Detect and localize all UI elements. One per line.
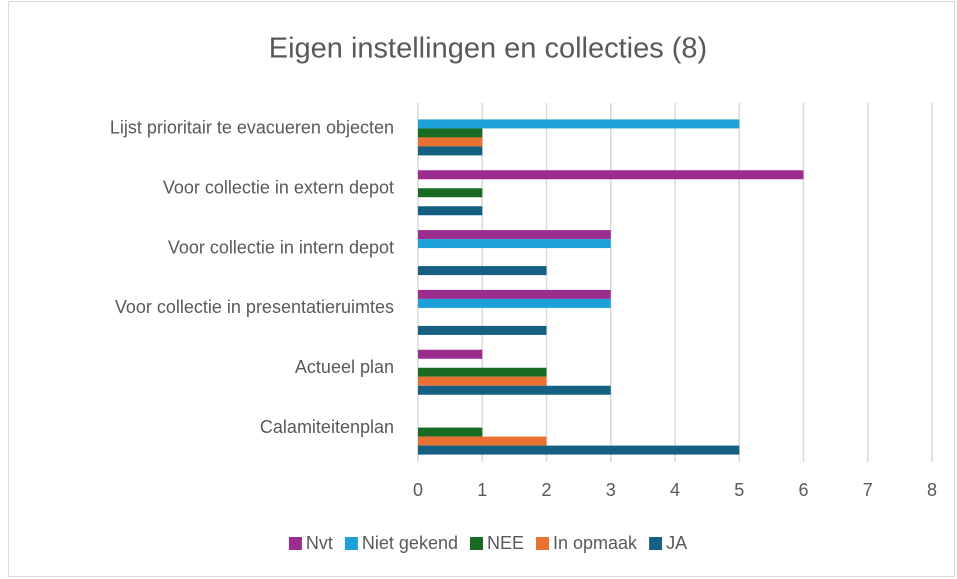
- bar: [418, 427, 483, 437]
- y-tick-label: Calamiteitenplan: [260, 417, 394, 437]
- bar: [418, 128, 483, 138]
- bar: [418, 376, 547, 386]
- legend-swatch: [536, 537, 550, 550]
- x-tick-label: 6: [798, 480, 808, 500]
- chart-title: Eigen instellingen en collecties (8): [269, 33, 707, 65]
- x-tick-label: 3: [606, 480, 616, 500]
- legend-label: Nvt: [306, 533, 333, 553]
- bar: [418, 436, 547, 446]
- x-tick-label: 1: [477, 480, 487, 500]
- bar: [418, 206, 483, 216]
- y-tick-label: Actueel plan: [295, 357, 394, 377]
- bar: [418, 385, 611, 395]
- bar: [418, 367, 547, 377]
- legend-swatch: [344, 537, 358, 550]
- y-tick-label: Lijst prioritair te evacueren objecten: [110, 118, 394, 138]
- bar: [418, 266, 547, 276]
- bar: [418, 298, 611, 308]
- bar: [418, 289, 611, 299]
- bar: [418, 188, 483, 198]
- legend-label: NEE: [487, 533, 524, 553]
- legend-swatch: [469, 537, 483, 550]
- legend-label: JA: [666, 533, 687, 553]
- x-tick-label: 4: [670, 480, 680, 500]
- bar: [418, 445, 740, 455]
- x-tick-label: 5: [734, 480, 744, 500]
- bar: [418, 239, 611, 249]
- legend-swatch: [288, 537, 302, 550]
- x-tick-label: 8: [927, 480, 937, 500]
- x-tick-label: 2: [541, 480, 551, 500]
- bar: [418, 119, 740, 129]
- legend-label: Niet gekend: [362, 533, 458, 553]
- legend-label: In opmaak: [553, 533, 638, 553]
- y-tick-label: Voor collectie in presentatieruimtes: [115, 297, 394, 317]
- bar: [418, 137, 483, 147]
- bar: [418, 170, 804, 180]
- y-tick-label: Voor collectie in extern depot: [163, 178, 394, 198]
- bar: [418, 325, 547, 335]
- x-tick-label: 0: [413, 480, 423, 500]
- bar: [418, 349, 483, 359]
- x-tick-label: 7: [863, 480, 873, 500]
- y-tick-label: Voor collectie in intern depot: [168, 237, 394, 257]
- bar: [418, 230, 611, 240]
- legend-swatch: [649, 537, 663, 550]
- bar: [418, 146, 483, 156]
